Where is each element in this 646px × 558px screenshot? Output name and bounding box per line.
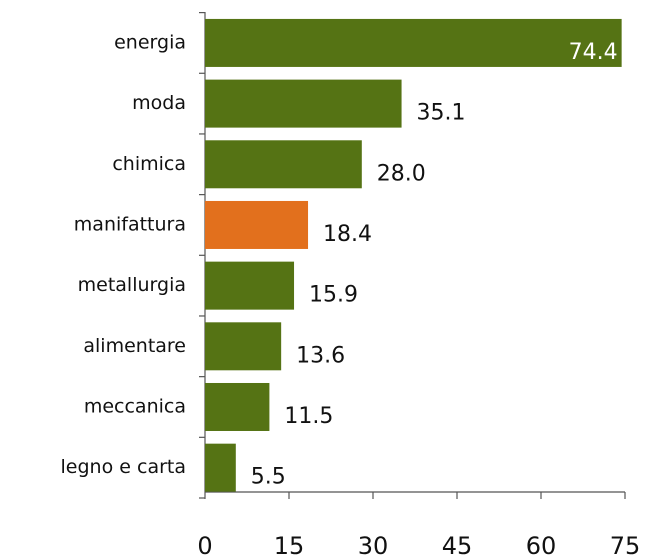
bar: [205, 79, 402, 128]
y-tick-label: chimica: [112, 153, 186, 175]
bar: [205, 261, 295, 310]
x-tick-label: 75: [610, 532, 641, 558]
bar: [205, 382, 270, 431]
x-tick-label: 0: [197, 532, 212, 558]
value-label: 28.0: [377, 161, 426, 186]
x-tick-label: 45: [442, 532, 473, 558]
y-tick-label: meccanica: [84, 395, 186, 417]
x-tick-label: 30: [358, 532, 389, 558]
value-label: 15.9: [309, 283, 358, 308]
bar: [205, 443, 236, 492]
value-label: 5.5: [251, 465, 286, 490]
x-tick-label: 60: [526, 532, 557, 558]
y-tick-label: manifattura: [74, 213, 186, 235]
value-label: 13.6: [296, 343, 345, 368]
bar: [205, 200, 309, 249]
value-label: 35.1: [417, 101, 466, 126]
y-tick-label: alimentare: [83, 335, 186, 357]
bar: [205, 18, 622, 67]
y-tick-label: moda: [132, 92, 186, 114]
y-tick-label: energia: [114, 31, 186, 53]
value-label: 74.4: [569, 40, 618, 65]
x-tick-label: 15: [274, 532, 305, 558]
value-label: 11.5: [284, 404, 333, 429]
y-tick-label: metallurgia: [78, 274, 186, 296]
bar: [205, 140, 362, 189]
value-label: 18.4: [323, 222, 372, 247]
bar: [205, 322, 282, 371]
y-tick-label: legno e carta: [61, 456, 186, 478]
